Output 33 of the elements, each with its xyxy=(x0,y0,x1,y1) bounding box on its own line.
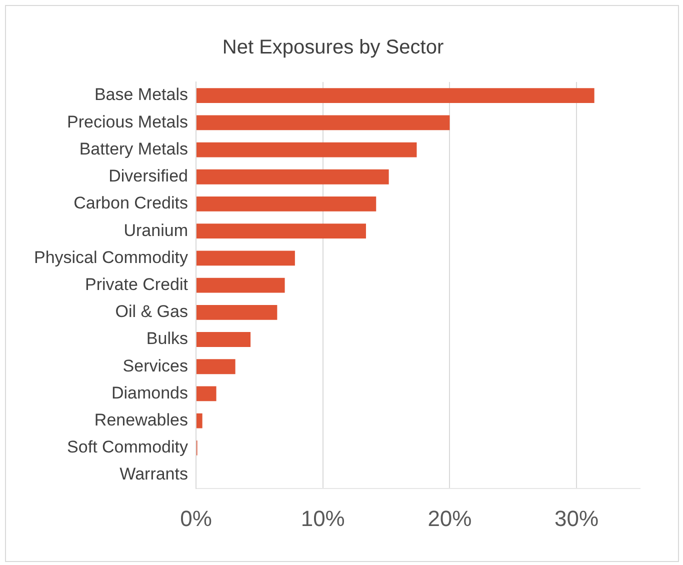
y-tick-label: Uranium xyxy=(124,220,188,240)
x-tick-label: 0% xyxy=(180,506,212,531)
y-tick-label: Diversified xyxy=(108,166,188,186)
y-tick-label: Base Metals xyxy=(94,85,188,104)
y-tick-label: Oil & Gas xyxy=(115,302,188,322)
y-tick-label: Diamonds xyxy=(111,383,188,402)
bar xyxy=(196,142,417,158)
y-tick-label: Physical Commodity xyxy=(34,248,188,267)
bar xyxy=(196,115,450,130)
y-tick-label: Warrants xyxy=(120,464,188,484)
bar xyxy=(196,278,285,293)
y-tick-label: Carbon Credits xyxy=(74,194,188,213)
x-tick-label: 20% xyxy=(428,506,472,531)
bar xyxy=(196,196,376,212)
bar xyxy=(196,250,295,266)
bar xyxy=(196,413,202,428)
bar xyxy=(196,359,236,374)
y-tick-label: Private Credit xyxy=(85,274,188,294)
chart-title: Net Exposures by Sector xyxy=(222,36,444,59)
y-tick-label: Precious Metals xyxy=(67,112,188,132)
bar xyxy=(196,304,278,320)
bar xyxy=(196,88,594,104)
bar xyxy=(196,386,216,402)
y-tick-label: Soft Commodity xyxy=(67,438,188,457)
y-tick-label: Battery Metals xyxy=(79,139,188,158)
bar xyxy=(196,169,389,184)
x-tick-label: 10% xyxy=(300,506,345,531)
y-tick-label: Bulks xyxy=(146,329,188,348)
x-tick-label: 30% xyxy=(554,506,599,531)
bar xyxy=(196,224,366,239)
y-tick-label: Renewables xyxy=(94,410,188,430)
y-tick-label: Services xyxy=(122,356,188,376)
bar xyxy=(196,332,251,347)
